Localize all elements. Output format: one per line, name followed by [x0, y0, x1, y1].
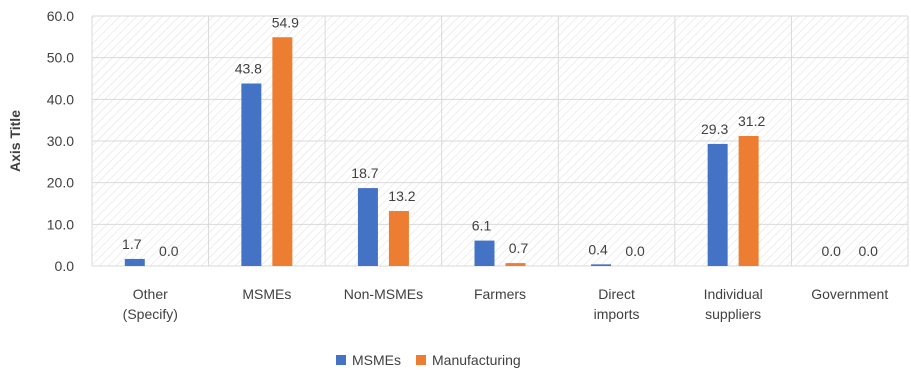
gridlines [91, 15, 909, 267]
y-tick-label: 20.0 [47, 175, 74, 191]
y-tick-label: 0.0 [55, 258, 75, 274]
data-label: 6.1 [472, 218, 492, 234]
x-category-label: Non-MSMEs [344, 286, 423, 302]
legend-swatch [336, 355, 346, 365]
bar [591, 264, 612, 266]
legend-swatch [416, 355, 426, 365]
bar [388, 211, 409, 266]
bar [505, 263, 526, 266]
data-labels: 1.7 43.8 18.7 6.1 0.4 29.3 0.0 0.0 54.9 13.2 0.7 0.… [122, 14, 878, 259]
x-category-label: Direct [598, 286, 635, 302]
x-category-label: Other [133, 286, 168, 302]
y-tick-label: 50.0 [47, 50, 74, 66]
data-label: 31.2 [738, 113, 765, 129]
bar [707, 143, 728, 266]
y-tick-label: 30.0 [47, 133, 74, 149]
bar [241, 83, 262, 266]
x-category-label: Individual [704, 286, 763, 302]
bar [357, 188, 378, 266]
data-label: 13.2 [388, 188, 415, 204]
data-label: 54.9 [272, 14, 299, 30]
legend-label: Manufacturing [432, 352, 521, 368]
x-category-label: Government [811, 286, 888, 302]
x-category-label: (Specify) [123, 306, 178, 322]
x-category-label: imports [594, 306, 640, 322]
data-label: 0.0 [159, 243, 179, 259]
y-tick-label: 10.0 [47, 216, 74, 232]
data-label: 29.3 [701, 121, 728, 137]
data-label: 43.8 [235, 61, 262, 77]
bar [124, 258, 145, 266]
data-label: 18.7 [351, 165, 378, 181]
legend-label: MSMEs [352, 352, 401, 368]
y-axis-title: Axis Title [7, 110, 23, 172]
data-label: 0.7 [509, 240, 529, 256]
x-category-label: Farmers [474, 286, 526, 302]
bar [474, 240, 495, 266]
legend: MSMEs Manufacturing [336, 352, 521, 368]
bar [272, 37, 293, 266]
bar [738, 136, 759, 266]
data-label: 0.0 [858, 243, 878, 259]
y-tick-label: 40.0 [47, 91, 74, 107]
bars [124, 37, 759, 266]
y-tick-label: 60.0 [47, 8, 74, 24]
data-label: 0.0 [821, 243, 841, 259]
x-category-label: suppliers [705, 306, 761, 322]
data-label: 0.0 [625, 243, 645, 259]
data-label: 1.7 [122, 236, 142, 252]
x-category-label: MSMEs [242, 286, 291, 302]
y-axis-ticks: 0.0 10.0 20.0 30.0 40.0 50.0 60.0 [47, 8, 74, 274]
x-axis-categories: Other (Specify) MSMEs Non-MSMEs Farmers Direc… [123, 286, 889, 322]
data-label: 0.4 [588, 241, 608, 257]
